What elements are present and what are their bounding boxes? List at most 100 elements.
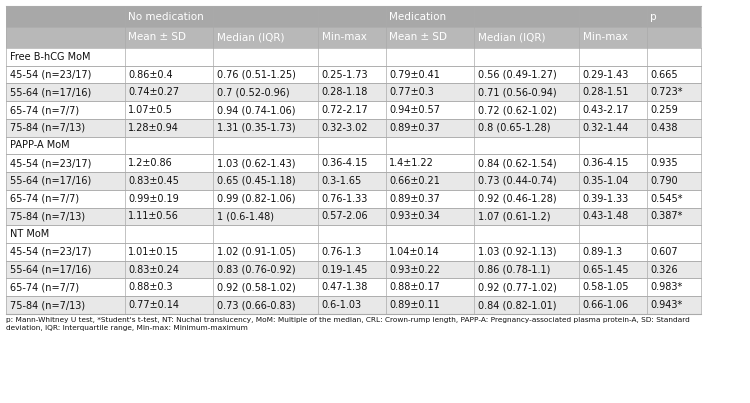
Text: 0.58-1.05: 0.58-1.05 xyxy=(583,283,629,292)
Text: 0.84 (0.62-1.54): 0.84 (0.62-1.54) xyxy=(478,158,556,168)
Text: 0.76-1.3: 0.76-1.3 xyxy=(322,247,362,257)
Bar xyxy=(6,83,700,101)
Text: 0.790: 0.790 xyxy=(650,176,678,186)
Text: 0.65-1.45: 0.65-1.45 xyxy=(583,265,629,274)
Text: 1.07 (0.61-1.2): 1.07 (0.61-1.2) xyxy=(478,212,550,221)
Text: 0.94 (0.74-1.06): 0.94 (0.74-1.06) xyxy=(217,105,296,115)
Text: 0.77±0.14: 0.77±0.14 xyxy=(128,300,179,310)
Bar xyxy=(6,137,700,154)
Text: 1 (0.6-1.48): 1 (0.6-1.48) xyxy=(217,212,274,221)
Bar xyxy=(6,101,700,119)
Text: 1.07±0.5: 1.07±0.5 xyxy=(128,105,173,115)
Text: 55-64 (n=17/16): 55-64 (n=17/16) xyxy=(10,176,91,186)
Text: 0.99±0.19: 0.99±0.19 xyxy=(128,194,179,204)
Text: 0.79±0.41: 0.79±0.41 xyxy=(389,70,440,79)
Text: 75-84 (n=7/13): 75-84 (n=7/13) xyxy=(10,123,85,133)
Text: 0.93±0.22: 0.93±0.22 xyxy=(389,265,440,274)
Text: 0.66±0.21: 0.66±0.21 xyxy=(389,176,440,186)
Bar xyxy=(646,6,700,27)
Text: Free B-hCG MoM: Free B-hCG MoM xyxy=(10,52,90,62)
Bar xyxy=(6,208,700,225)
Text: 75-84 (n=7/13): 75-84 (n=7/13) xyxy=(10,212,85,221)
Bar xyxy=(6,190,700,208)
Text: 0.76 (0.51-1.25): 0.76 (0.51-1.25) xyxy=(217,70,296,79)
Text: 0.8 (0.65-1.28): 0.8 (0.65-1.28) xyxy=(478,123,550,133)
Text: 0.86 (0.78-1.1): 0.86 (0.78-1.1) xyxy=(478,265,550,274)
Text: 0.28-1.51: 0.28-1.51 xyxy=(583,87,629,97)
Text: 0.19-1.45: 0.19-1.45 xyxy=(322,265,368,274)
Text: 0.6-1.03: 0.6-1.03 xyxy=(322,300,362,310)
Text: 0.83±0.45: 0.83±0.45 xyxy=(128,176,179,186)
Text: Medication: Medication xyxy=(389,12,446,21)
Text: 0.56 (0.49-1.27): 0.56 (0.49-1.27) xyxy=(478,70,556,79)
Text: Mean ± SD: Mean ± SD xyxy=(128,33,186,42)
Text: 1.2±0.86: 1.2±0.86 xyxy=(128,158,173,168)
Bar xyxy=(474,27,579,48)
Bar xyxy=(6,278,700,296)
Text: Min-max: Min-max xyxy=(583,33,628,42)
Text: 0.73 (0.44-0.74): 0.73 (0.44-0.74) xyxy=(478,176,556,186)
Text: 0.39-1.33: 0.39-1.33 xyxy=(583,194,629,204)
Text: 0.73 (0.66-0.83): 0.73 (0.66-0.83) xyxy=(217,300,296,310)
Text: 0.607: 0.607 xyxy=(650,247,678,257)
Text: 0.387*: 0.387* xyxy=(650,212,682,221)
Text: 0.943*: 0.943* xyxy=(650,300,682,310)
Text: 65-74 (n=7/7): 65-74 (n=7/7) xyxy=(10,283,79,292)
Text: 0.43-2.17: 0.43-2.17 xyxy=(583,105,629,115)
Text: 0.326: 0.326 xyxy=(650,265,678,274)
Text: 0.92 (0.77-1.02): 0.92 (0.77-1.02) xyxy=(478,283,556,292)
Text: 0.99 (0.82-1.06): 0.99 (0.82-1.06) xyxy=(217,194,296,204)
Bar xyxy=(6,48,700,66)
Text: 0.89±0.37: 0.89±0.37 xyxy=(389,194,440,204)
Text: 0.77±0.3: 0.77±0.3 xyxy=(389,87,434,97)
Text: 65-74 (n=7/7): 65-74 (n=7/7) xyxy=(10,105,79,115)
Text: 1.03 (0.62-1.43): 1.03 (0.62-1.43) xyxy=(217,158,296,168)
Bar xyxy=(386,27,474,48)
Text: 0.94±0.57: 0.94±0.57 xyxy=(389,105,440,115)
Text: 0.65 (0.45-1.18): 0.65 (0.45-1.18) xyxy=(217,176,296,186)
Bar xyxy=(124,27,213,48)
Text: 0.74±0.27: 0.74±0.27 xyxy=(128,87,179,97)
Text: 0.7 (0.52-0.96): 0.7 (0.52-0.96) xyxy=(217,87,290,97)
Bar xyxy=(318,27,386,48)
Text: 55-64 (n=17/16): 55-64 (n=17/16) xyxy=(10,87,91,97)
Text: p: Mann-Whitney U test, *Student's t-test, NT: Nuchal translucency, MoM: Multipl: p: Mann-Whitney U test, *Student's t-tes… xyxy=(6,317,690,331)
Text: Median (IQR): Median (IQR) xyxy=(478,33,545,42)
Bar xyxy=(646,27,700,48)
Bar xyxy=(579,27,646,48)
Text: 0.25-1.73: 0.25-1.73 xyxy=(322,70,368,79)
Text: 0.86±0.4: 0.86±0.4 xyxy=(128,70,172,79)
Bar xyxy=(6,66,700,83)
Text: 1.02 (0.91-1.05): 1.02 (0.91-1.05) xyxy=(217,247,296,257)
Text: 0.35-1.04: 0.35-1.04 xyxy=(583,176,629,186)
Text: 0.72 (0.62-1.02): 0.72 (0.62-1.02) xyxy=(478,105,556,115)
Bar xyxy=(6,172,700,190)
Text: 0.88±0.3: 0.88±0.3 xyxy=(128,283,172,292)
Bar xyxy=(6,6,124,27)
Text: 0.47-1.38: 0.47-1.38 xyxy=(322,283,368,292)
Text: 1.04±0.14: 1.04±0.14 xyxy=(389,247,440,257)
Text: 0.92 (0.46-1.28): 0.92 (0.46-1.28) xyxy=(478,194,556,204)
Text: 0.723*: 0.723* xyxy=(650,87,682,97)
Text: 45-54 (n=23/17): 45-54 (n=23/17) xyxy=(10,158,92,168)
Text: 0.76-1.33: 0.76-1.33 xyxy=(322,194,368,204)
Text: 0.259: 0.259 xyxy=(650,105,678,115)
Bar xyxy=(124,6,386,27)
Text: 0.71 (0.56-0.94): 0.71 (0.56-0.94) xyxy=(478,87,556,97)
Text: 0.36-4.15: 0.36-4.15 xyxy=(322,158,368,168)
Text: 0.93±0.34: 0.93±0.34 xyxy=(389,212,440,221)
Text: 0.83 (0.76-0.92): 0.83 (0.76-0.92) xyxy=(217,265,296,274)
Text: 0.545*: 0.545* xyxy=(650,194,682,204)
Text: 0.32-1.44: 0.32-1.44 xyxy=(583,123,629,133)
Text: Median (IQR): Median (IQR) xyxy=(217,33,284,42)
Text: 1.28±0.94: 1.28±0.94 xyxy=(128,123,179,133)
Text: 1.4±1.22: 1.4±1.22 xyxy=(389,158,434,168)
Text: 0.88±0.17: 0.88±0.17 xyxy=(389,283,440,292)
Text: 0.57-2.06: 0.57-2.06 xyxy=(322,212,368,221)
Text: 0.438: 0.438 xyxy=(650,123,678,133)
Text: 0.66-1.06: 0.66-1.06 xyxy=(583,300,629,310)
Text: 0.89±0.11: 0.89±0.11 xyxy=(389,300,440,310)
Text: p: p xyxy=(650,12,657,21)
Text: 45-54 (n=23/17): 45-54 (n=23/17) xyxy=(10,247,92,257)
Text: 0.89-1.3: 0.89-1.3 xyxy=(583,247,622,257)
